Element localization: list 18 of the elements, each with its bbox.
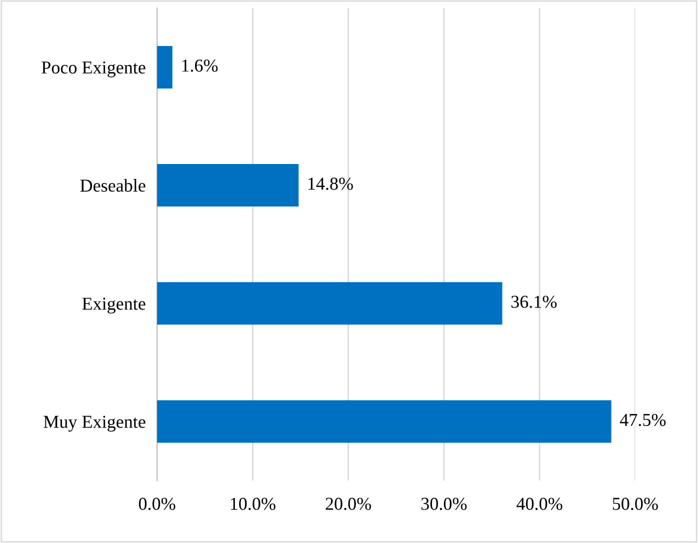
bar (157, 164, 299, 207)
data-label: 14.8% (308, 178, 353, 190)
y-tick-label: Deseable (80, 179, 146, 192)
y-tick-label: Muy Exigente (44, 416, 146, 432)
data-label: 47.5% (620, 414, 666, 426)
x-tick-label: 20.0% (326, 498, 372, 510)
bar (157, 282, 502, 325)
x-tick-label: 0.0% (138, 498, 176, 510)
x-tick-label: 30.0% (421, 498, 467, 510)
y-tick-label: Poco Exigente (42, 61, 146, 78)
x-tick-label: 40.0% (516, 498, 562, 510)
bar (157, 46, 172, 88)
y-tick-label: Exigente (82, 298, 146, 314)
data-label: 36.1% (511, 296, 557, 308)
x-tick-label: 50.0% (612, 498, 658, 510)
bar (157, 400, 612, 443)
data-label: 1.6% (182, 60, 218, 72)
x-tick-label: 10.0% (230, 498, 276, 510)
